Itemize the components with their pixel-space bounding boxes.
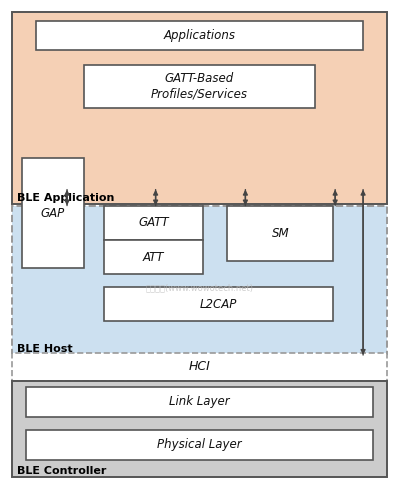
Text: GATT: GATT (138, 216, 169, 229)
Bar (12, 206, 387, 354)
Text: GAP: GAP (41, 206, 65, 220)
Bar (104, 287, 333, 321)
Text: BLE Application: BLE Application (17, 193, 114, 203)
Bar (84, 65, 315, 108)
Bar (22, 158, 84, 268)
Text: ATT: ATT (143, 251, 164, 264)
Text: Physical Layer: Physical Layer (157, 438, 242, 452)
Bar (12, 12, 387, 204)
Bar (12, 353, 387, 381)
Bar (104, 240, 203, 274)
Bar (227, 206, 333, 261)
Text: BLE Controller: BLE Controller (17, 466, 106, 476)
Bar (26, 430, 373, 460)
Text: GATT-Based
Profiles/Services: GATT-Based Profiles/Services (151, 72, 248, 101)
Text: SM: SM (271, 227, 289, 240)
Bar (36, 21, 363, 50)
Text: L2CAP: L2CAP (200, 297, 237, 311)
Bar (12, 381, 387, 477)
Bar (104, 206, 203, 240)
Text: BLE Host: BLE Host (17, 343, 72, 354)
Text: 踢猫科技(www.wowotech.net): 踢猫科技(www.wowotech.net) (146, 283, 253, 292)
Text: Applications: Applications (164, 29, 235, 42)
Bar (26, 387, 373, 417)
Text: HCI: HCI (189, 360, 210, 374)
Text: Link Layer: Link Layer (169, 395, 230, 409)
